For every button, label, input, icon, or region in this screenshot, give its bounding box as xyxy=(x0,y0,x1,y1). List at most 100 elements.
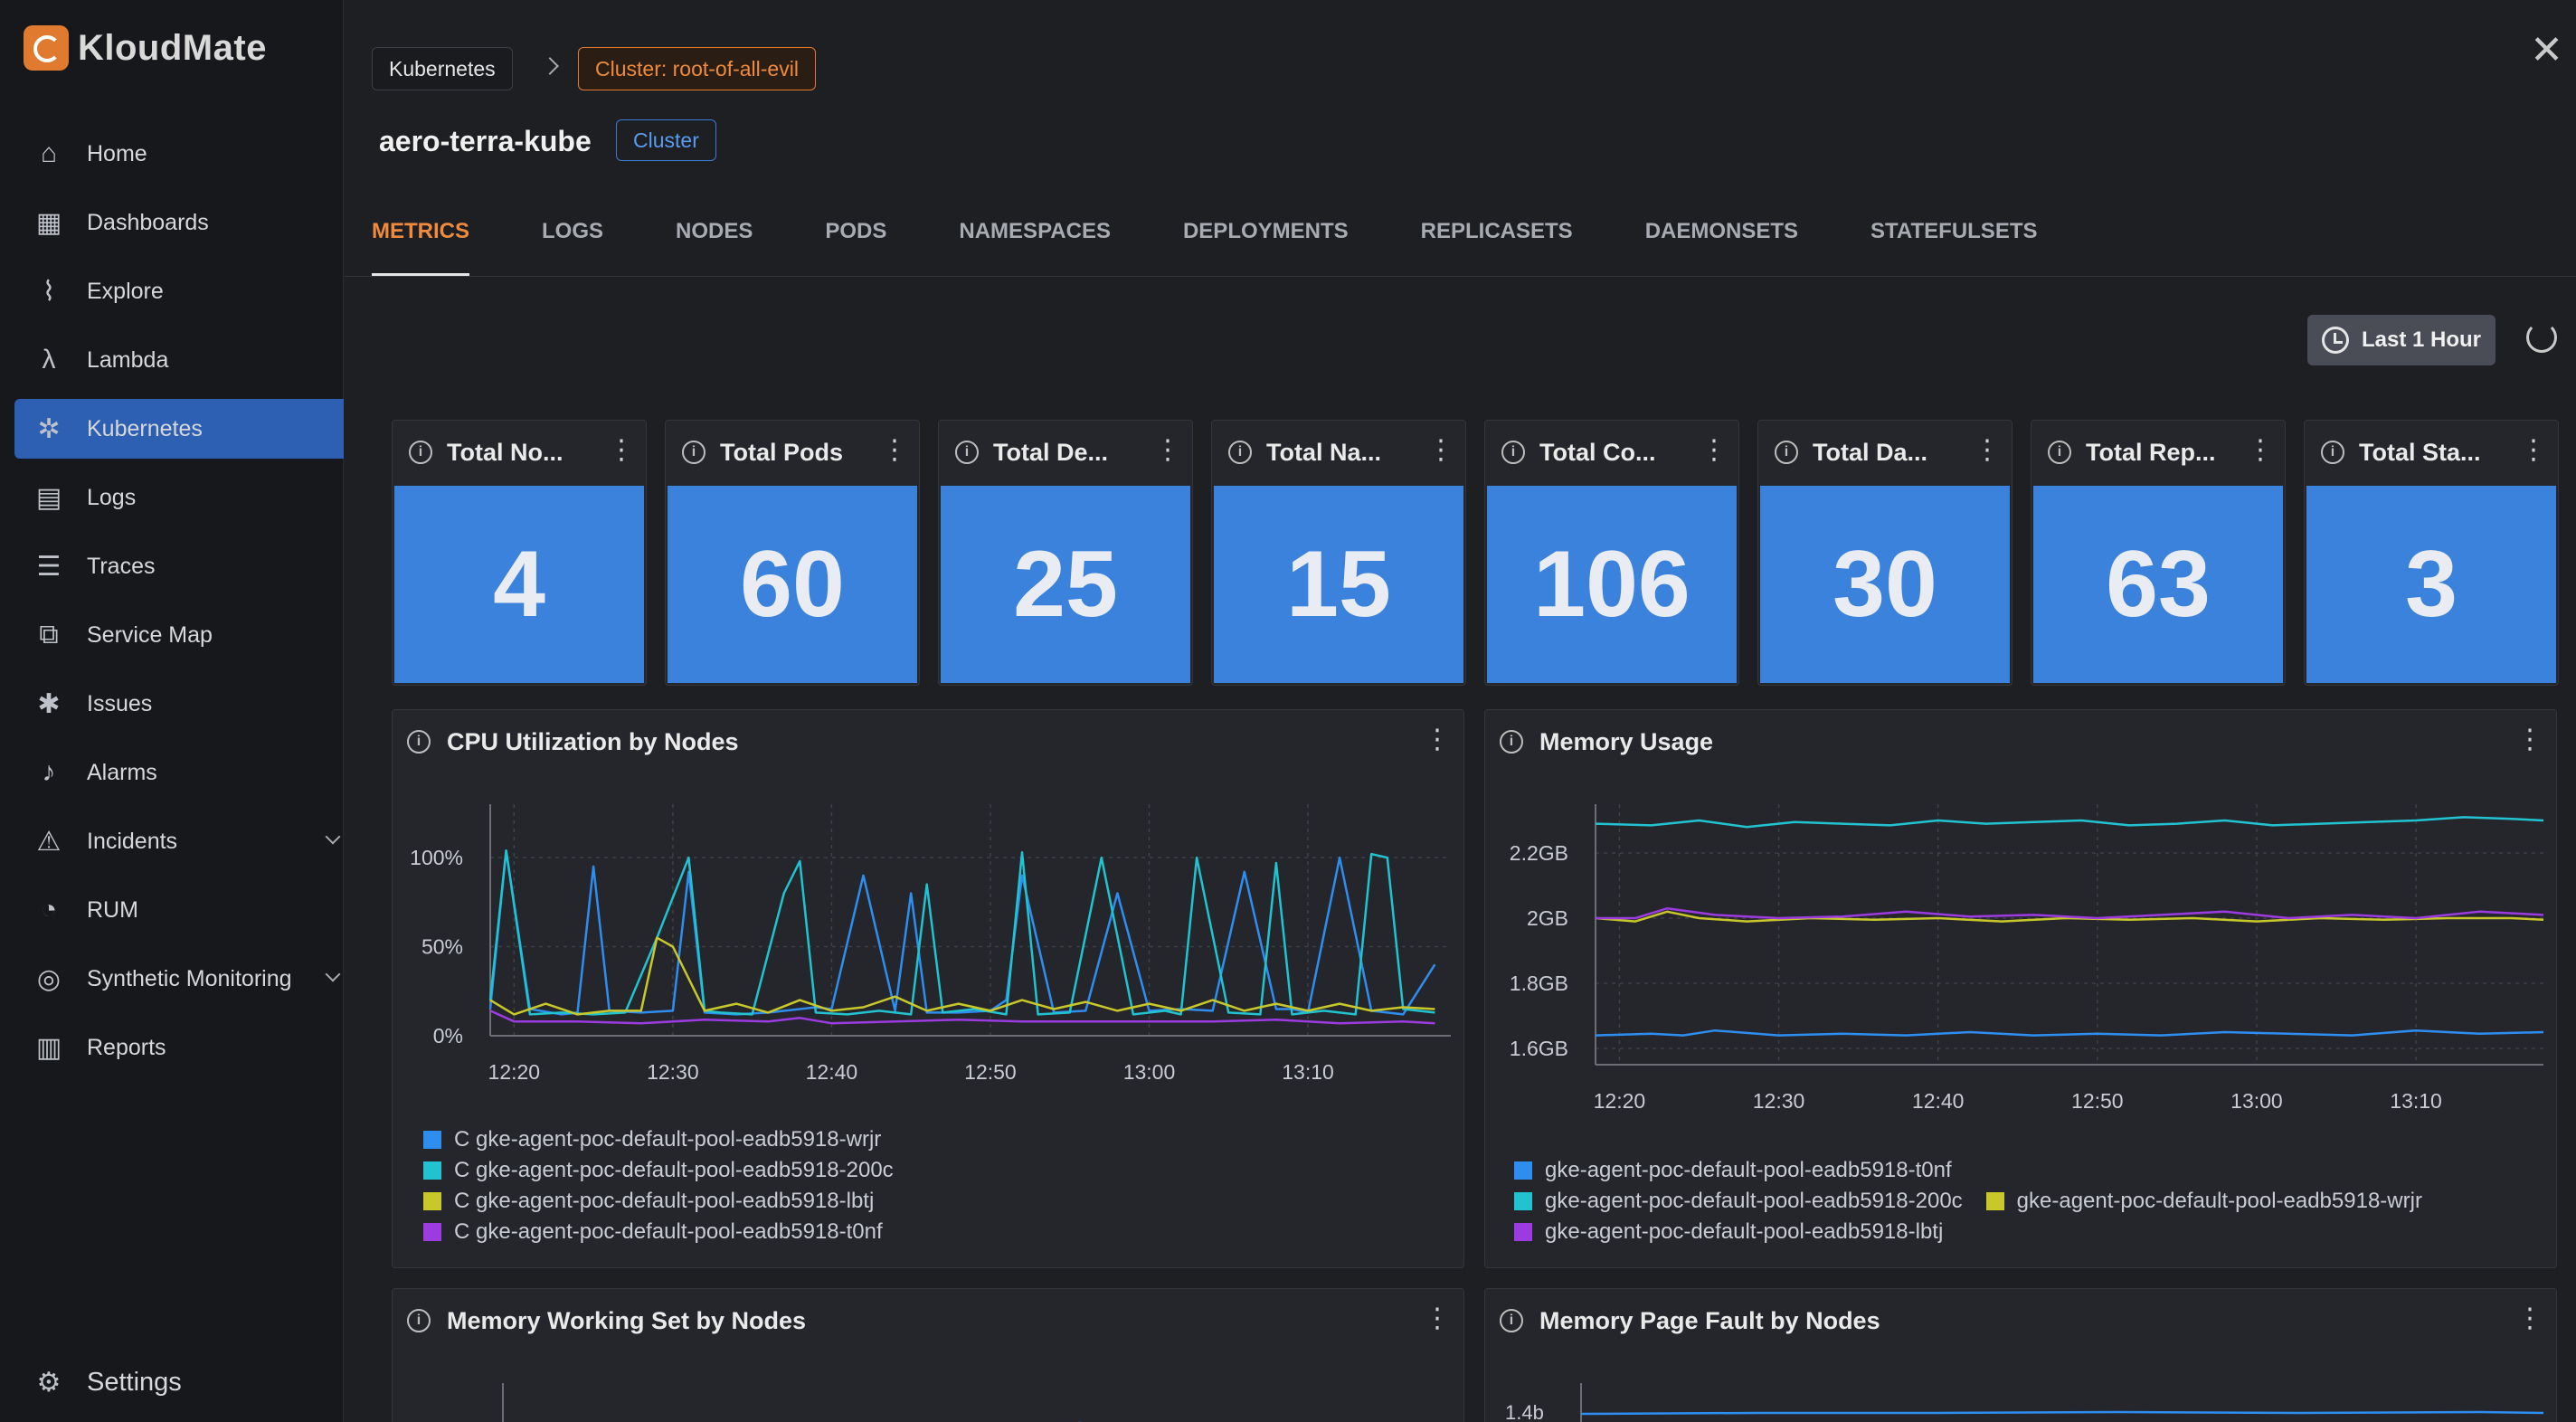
breadcrumb-cluster[interactable]: Cluster: root-of-all-evil xyxy=(578,47,816,90)
chart-legend: C gke-agent-poc-default-pool-eadb5918-wr… xyxy=(423,1124,894,1247)
chevron-down-icon[interactable] xyxy=(325,966,341,982)
sidebar-item-issues[interactable]: ✱ Issues xyxy=(14,674,344,734)
bell-icon: ♪ xyxy=(42,757,56,787)
info-icon[interactable]: i xyxy=(1501,441,1525,464)
stat-card-header: i Total Pods ⋮ xyxy=(666,421,919,486)
info-icon[interactable]: i xyxy=(409,441,432,464)
kebab-menu-icon[interactable]: ⋮ xyxy=(2520,435,2547,465)
sidebar: KloudMate ⌂ Home ▦ Dashboards ⌇ Explore λ Lambd… xyxy=(0,0,344,1422)
stat-card-header: i Total De... ⋮ xyxy=(939,421,1192,486)
y-tick-label: 2GB xyxy=(1527,906,1568,930)
stat-value: 106 xyxy=(1487,486,1737,683)
sidebar-item-label: Home xyxy=(87,140,147,166)
info-icon[interactable]: i xyxy=(1500,730,1523,754)
x-tick-label: 12:50 xyxy=(2071,1089,2124,1113)
sidebar-item-kubernetes[interactable]: ✲ Kubernetes xyxy=(14,399,344,459)
sidebar-item-label: RUM xyxy=(87,896,138,923)
sidebar-item-service-map[interactable]: ⧉ Service Map xyxy=(14,605,344,665)
legend-swatch xyxy=(423,1192,441,1210)
stat-title: Total Pods xyxy=(720,439,844,466)
stat-title: Total Da... xyxy=(1813,439,1928,466)
legend-item[interactable]: gke-agent-poc-default-pool-eadb5918-lbtj xyxy=(1514,1217,2422,1247)
kebab-menu-icon[interactable]: ⋮ xyxy=(608,435,635,465)
tab-pods[interactable]: PODS xyxy=(825,219,887,243)
stat-card-header: i Total Co... ⋮ xyxy=(1485,421,1738,486)
tab-replicasets[interactable]: REPLICASETS xyxy=(1420,219,1573,243)
tab-daemonsets[interactable]: DAEMONSETS xyxy=(1644,219,1799,243)
sidebar-item-settings[interactable]: ⚙ Settings xyxy=(31,1364,182,1400)
info-icon[interactable]: i xyxy=(2321,441,2344,464)
kebab-menu-icon[interactable]: ⋮ xyxy=(1974,435,2001,465)
kebab-menu-icon[interactable]: ⋮ xyxy=(1700,435,1728,465)
sidebar-item-reports[interactable]: ▥ Reports xyxy=(14,1018,344,1077)
legend-item[interactable]: C gke-agent-poc-default-pool-eadb5918-lb… xyxy=(423,1186,894,1217)
stat-card: i Total Sta... ⋮ 3 xyxy=(2304,420,2559,686)
incident-icon: ⚠ xyxy=(36,826,62,857)
kebab-menu-icon[interactable]: ⋮ xyxy=(1154,435,1181,465)
tab-logs[interactable]: LOGS xyxy=(542,219,604,243)
refresh-icon[interactable] xyxy=(2526,322,2557,353)
y-tick-label: 1.6GB xyxy=(1510,1037,1568,1060)
legend-swatch xyxy=(1514,1223,1532,1241)
info-icon[interactable]: i xyxy=(1228,441,1252,464)
sidebar-item-alarms[interactable]: ♪ Alarms xyxy=(14,743,344,802)
stat-card-header: i Total Sta... ⋮ xyxy=(2305,421,2558,486)
time-range-button[interactable]: Last 1 Hour xyxy=(2307,315,2496,365)
sidebar-item-traces[interactable]: ☰ Traces xyxy=(14,536,344,596)
tab-nodes[interactable]: NODES xyxy=(676,219,753,243)
sidebar-item-label: Logs xyxy=(87,484,137,510)
bug-icon: ✱ xyxy=(37,688,61,719)
kebab-menu-icon[interactable]: ⋮ xyxy=(1427,435,1454,465)
legend-swatch xyxy=(1985,1192,2004,1210)
sidebar-item-label: Lambda xyxy=(87,346,169,373)
stat-title: Total De... xyxy=(993,439,1109,466)
legend-item[interactable]: C gke-agent-poc-default-pool-eadb5918-t0… xyxy=(423,1217,894,1247)
panel-title: Memory Working Set by Nodes xyxy=(447,1307,807,1334)
sidebar-item-dashboards[interactable]: ▦ Dashboards xyxy=(14,193,344,252)
x-tick-label: 12:30 xyxy=(1753,1089,1805,1113)
info-icon[interactable]: i xyxy=(407,730,431,754)
sidebar-item-lambda[interactable]: λ Lambda xyxy=(14,330,344,390)
close-icon[interactable]: ✕ xyxy=(2530,28,2563,72)
series-line-0 xyxy=(488,848,1436,1016)
stat-card-header: i Total Na... ⋮ xyxy=(1212,421,1465,486)
tab-statefulsets[interactable]: STATEFULSETS xyxy=(1870,219,2038,243)
info-icon[interactable]: i xyxy=(407,1309,431,1332)
time-range-label: Last 1 Hour xyxy=(2362,327,2482,352)
info-icon[interactable]: i xyxy=(1775,441,1798,464)
sidebar-item-synthetic-monitoring[interactable]: ◎ Synthetic Monitoring xyxy=(14,949,344,1009)
kebab-menu-icon[interactable]: ⋮ xyxy=(881,435,908,465)
legend-item[interactable]: gke-agent-poc-default-pool-eadb5918-200c… xyxy=(1514,1186,2422,1217)
dashboard-icon: ▦ xyxy=(35,207,62,238)
series-line-0 xyxy=(1595,1029,2544,1037)
chevron-down-icon[interactable] xyxy=(325,829,341,845)
memory-working-set-chart xyxy=(502,1383,1082,1422)
legend-item[interactable]: C gke-agent-poc-default-pool-eadb5918-wr… xyxy=(423,1124,894,1155)
home-icon: ⌂ xyxy=(40,138,58,168)
sidebar-item-rum[interactable]: ◔ RUM xyxy=(14,880,344,940)
info-icon[interactable]: i xyxy=(2048,441,2071,464)
kebab-menu-icon[interactable]: ⋮ xyxy=(2247,435,2274,465)
sidebar-item-home[interactable]: ⌂ Home xyxy=(14,124,344,184)
legend-item[interactable]: C gke-agent-poc-default-pool-eadb5918-20… xyxy=(423,1155,894,1186)
breadcrumb-kubernetes[interactable]: Kubernetes xyxy=(372,47,513,90)
info-icon[interactable]: i xyxy=(955,441,979,464)
x-tick-label: 12:40 xyxy=(806,1060,858,1084)
sidebar-item-explore[interactable]: ⌇ Explore xyxy=(14,261,344,321)
brand-logo[interactable]: KloudMate xyxy=(24,25,267,71)
sidebar-item-incidents[interactable]: ⚠ Incidents xyxy=(14,811,344,871)
tab-deployments[interactable]: DEPLOYMENTS xyxy=(1182,219,1349,243)
tab-namespaces[interactable]: NAMESPACES xyxy=(959,219,1111,243)
legend-swatch xyxy=(423,1161,441,1180)
rum-icon: ◔ xyxy=(40,895,58,924)
info-icon[interactable]: i xyxy=(1500,1309,1523,1332)
tab-metrics[interactable]: METRICS xyxy=(372,203,469,277)
info-icon[interactable]: i xyxy=(682,441,706,464)
stat-card: i Total No... ⋮ 4 xyxy=(392,420,647,686)
sidebar-item-label: Traces xyxy=(87,553,156,579)
legend-item[interactable]: gke-agent-poc-default-pool-eadb5918-t0nf xyxy=(1514,1155,2422,1186)
sidebar-item-label: Dashboards xyxy=(87,209,209,235)
stat-card: i Total Co... ⋮ 106 xyxy=(1484,420,1739,686)
sidebar-item-logs[interactable]: ▤ Logs xyxy=(14,468,344,527)
legend-swatch xyxy=(1514,1192,1532,1210)
